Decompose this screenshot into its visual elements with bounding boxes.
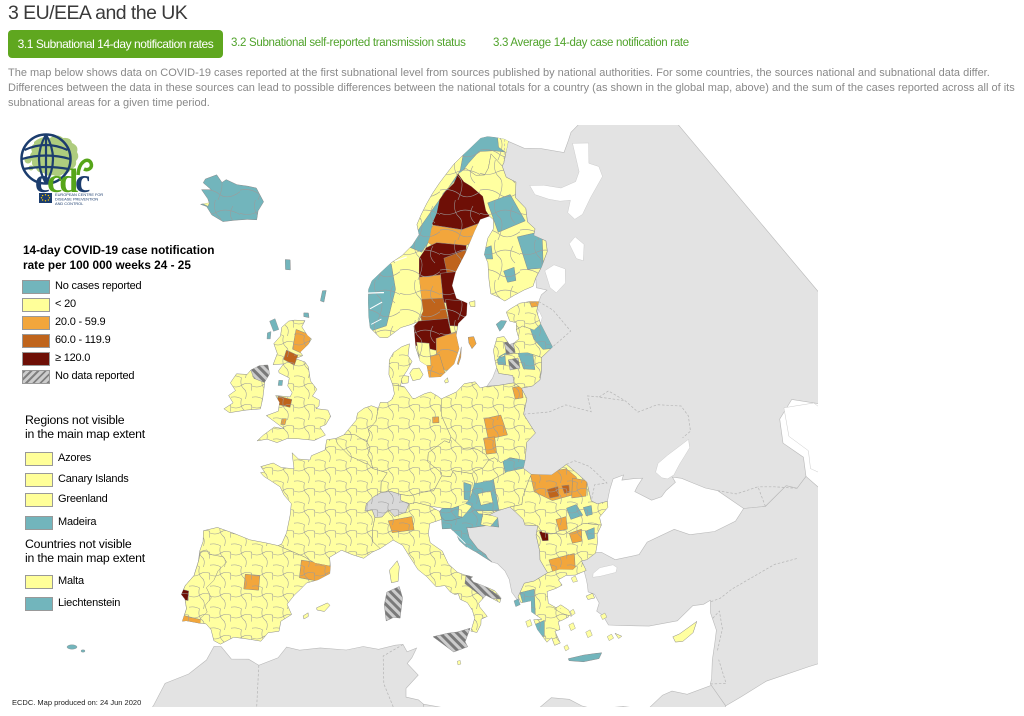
svg-text:DISEASE PREVENTION: DISEASE PREVENTION	[55, 197, 98, 202]
svg-text:EUROPEAN CENTRE FOR: EUROPEAN CENTRE FOR	[55, 192, 103, 197]
svg-text:AND CONTROL: AND CONTROL	[55, 201, 84, 206]
